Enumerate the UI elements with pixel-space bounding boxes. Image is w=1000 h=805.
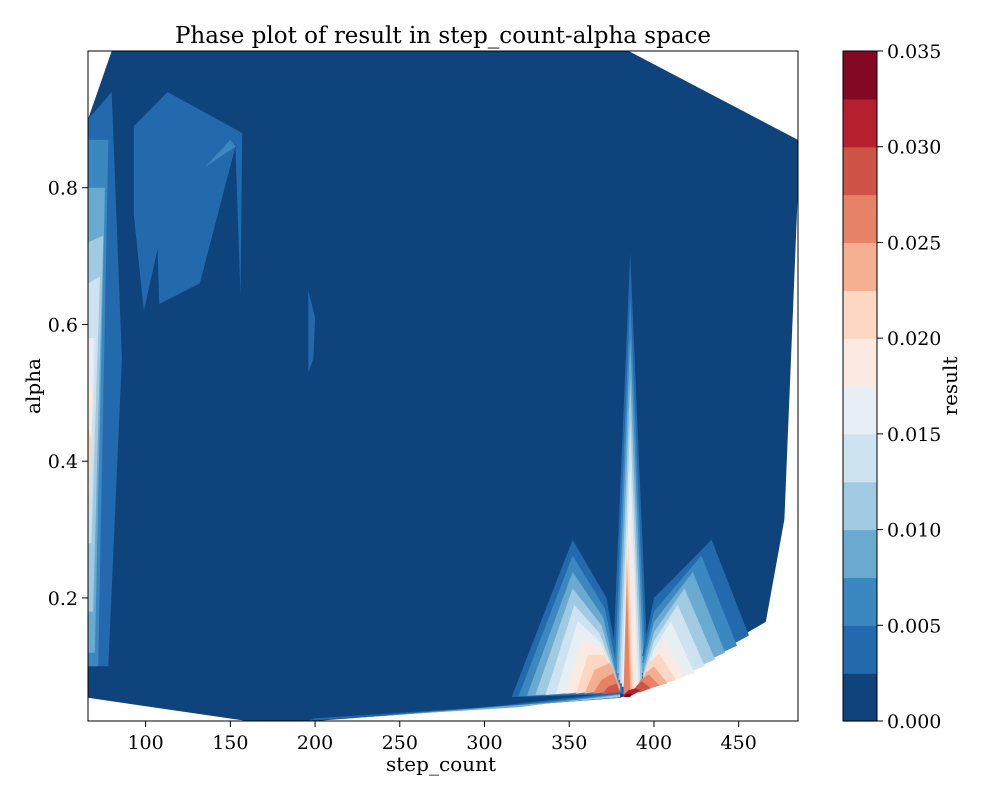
x-tick-label: 450 xyxy=(721,732,757,754)
y-tick-label: 0.8 xyxy=(48,178,78,200)
colorbar-tick-label: 0.000 xyxy=(887,711,941,733)
x-tick-label: 250 xyxy=(382,732,418,754)
contour-region-10 xyxy=(308,290,316,373)
colorbar-segment-11 xyxy=(843,146,877,196)
contour-region-44 xyxy=(623,693,632,698)
contour-region-45 xyxy=(306,692,621,721)
y-tick-label: 0.2 xyxy=(48,588,78,610)
colorbar-segment-1 xyxy=(843,625,877,674)
y-tick-label: 0.6 xyxy=(48,314,78,336)
contour-region-8 xyxy=(133,92,243,311)
colorbar-tick-label: 0.035 xyxy=(887,41,941,63)
x-axis: 100 150 200 250 300 350 400 450 xyxy=(127,721,757,754)
colorbar-tick-label: 0.015 xyxy=(887,424,941,446)
contour-region-21 xyxy=(601,683,621,695)
contour-region-7 xyxy=(88,427,92,530)
plot-area xyxy=(88,51,798,721)
chart-title: Phase plot of result in step_count-alpha… xyxy=(175,23,711,49)
colorbar-segment-9 xyxy=(843,242,877,291)
colorbar-segment-12 xyxy=(843,98,877,148)
contour-region-31 xyxy=(623,584,631,696)
colorbar-segment-5 xyxy=(843,433,877,483)
contour-region-9 xyxy=(204,139,236,168)
colorbar-label: result xyxy=(938,357,962,416)
colorbar-frame xyxy=(842,50,878,722)
colorbar-segment-0 xyxy=(843,673,877,722)
colorbar-tick-label: 0.005 xyxy=(887,615,941,637)
x-tick-label: 100 xyxy=(127,732,163,754)
y-tick-label: 0.4 xyxy=(48,451,78,473)
colorbar-segment-8 xyxy=(843,290,877,339)
colorbar-segment-10 xyxy=(843,194,877,244)
x-tick-label: 150 xyxy=(212,732,248,754)
colorbar-segment-13 xyxy=(843,51,877,100)
colorbar-segment-4 xyxy=(843,481,877,531)
y-axis-label: alpha xyxy=(21,358,45,414)
colorbar-tick-label: 0.030 xyxy=(887,137,941,159)
colorbar-tick-label: 0.025 xyxy=(887,232,941,254)
y-axis: 0.2 0.4 0.6 0.8 xyxy=(48,178,88,610)
plot-frame xyxy=(87,50,799,722)
x-tick-label: 300 xyxy=(466,732,502,754)
colorbar-segment-3 xyxy=(843,529,877,579)
colorbar-tick-label: 0.020 xyxy=(887,328,941,350)
colorbar-segment-7 xyxy=(843,338,877,387)
colorbar-segment-2 xyxy=(843,577,877,626)
x-tick-label: 400 xyxy=(636,732,672,754)
x-axis-label: step_count xyxy=(386,752,496,776)
x-tick-label: 200 xyxy=(297,732,333,754)
x-tick-label: 350 xyxy=(551,732,587,754)
colorbar-segment-6 xyxy=(843,386,877,435)
colorbar: 0.000 0.005 0.010 0.015 0.020 0.025 0.030 0.035 xyxy=(842,41,941,733)
colorbar-tick-label: 0.010 xyxy=(887,520,941,542)
